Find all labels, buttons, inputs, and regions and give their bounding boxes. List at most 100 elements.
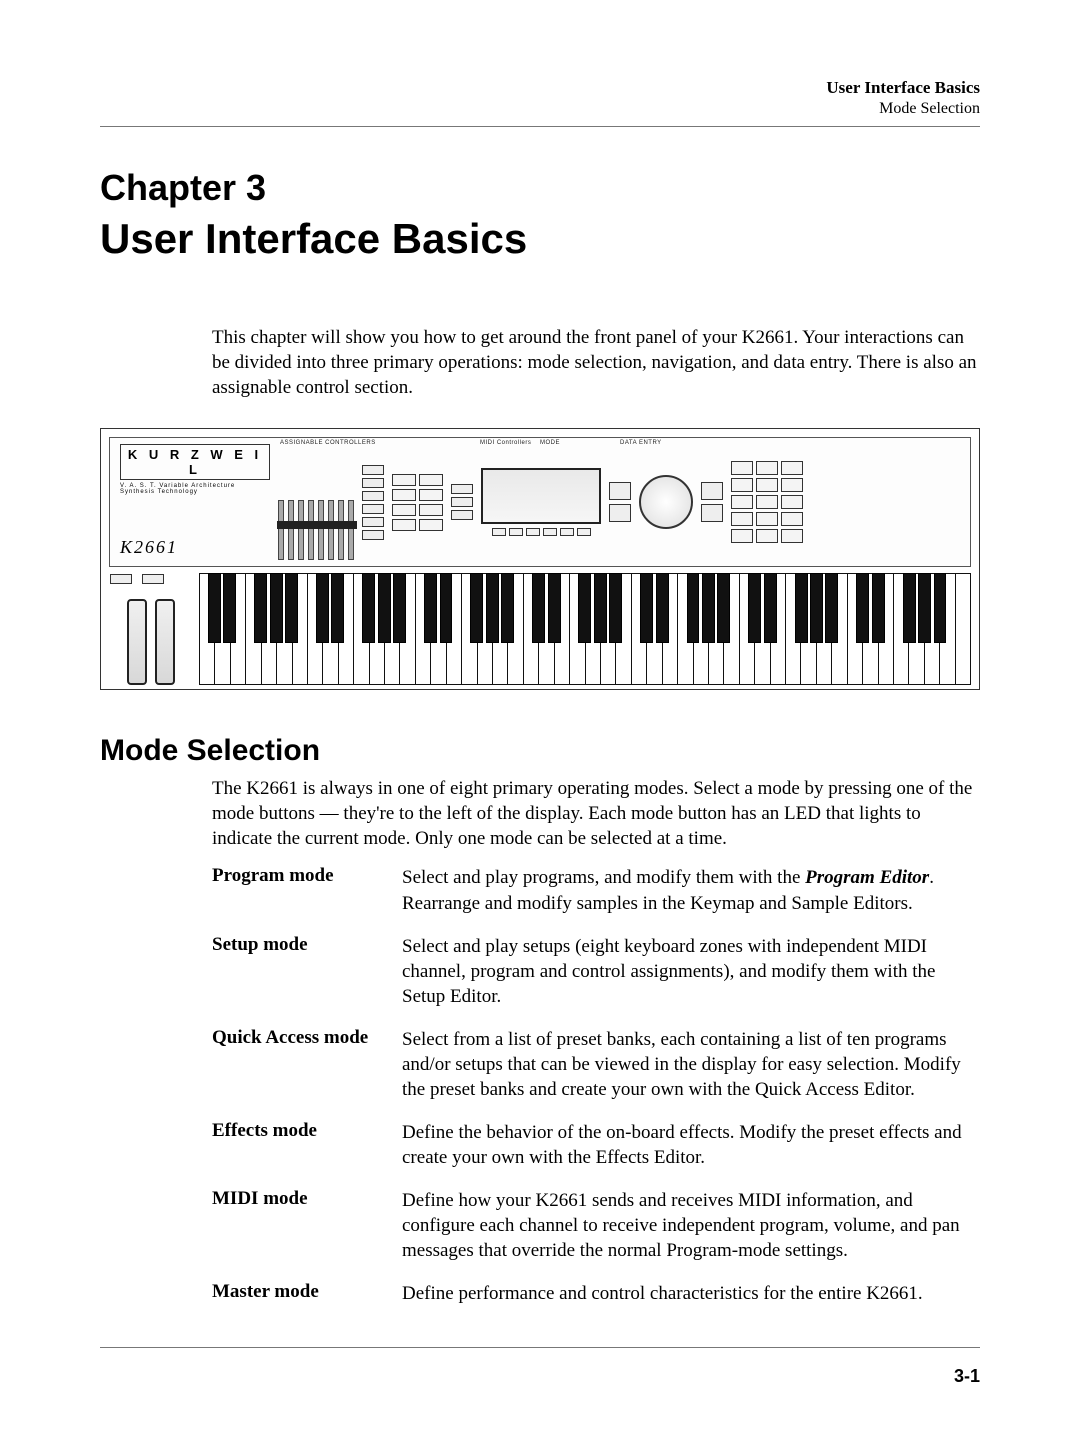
black-key-slot — [631, 573, 646, 642]
black-key-slot — [832, 573, 847, 642]
panel-button — [110, 574, 132, 584]
black-key-slot — [431, 573, 446, 642]
keypad-button — [756, 529, 778, 543]
chapter-heading-block: Chapter 3 User Interface Basics — [100, 167, 980, 263]
black-key-slot — [338, 573, 353, 642]
piano-keys — [199, 573, 971, 685]
mode-name: MIDI mode — [212, 1188, 402, 1263]
footer-rule — [100, 1347, 980, 1348]
soft-button — [560, 528, 574, 536]
numeric-keypad — [731, 444, 803, 560]
panel-label-midi: MIDI Controllers — [480, 440, 531, 446]
panel-button — [362, 465, 384, 475]
brand-logo-text: K U R Z W E I L — [120, 444, 270, 480]
black-key-slot — [446, 573, 461, 642]
panel-button — [362, 491, 384, 501]
black-key-slot — [693, 573, 708, 642]
black-key-slot — [570, 573, 585, 642]
soft-button — [577, 528, 591, 536]
black-key-slot — [492, 573, 507, 642]
slider — [298, 500, 304, 560]
mode-desc-pre: Select and play programs, and modify the… — [402, 867, 805, 888]
panel-button — [701, 482, 723, 500]
keypad-button — [756, 495, 778, 509]
black-key-slot — [678, 573, 693, 642]
black-key-slot — [523, 573, 538, 642]
keypad-button — [781, 529, 803, 543]
black-key-slot — [878, 573, 893, 642]
mode-description: Select and play programs, and modify the… — [402, 865, 980, 915]
black-key-slot — [245, 573, 260, 642]
mode-row: Setup modeSelect and play setups (eight … — [212, 934, 980, 1009]
keyboard-figure: ASSIGNABLE CONTROLLERS MIDI Controllers … — [100, 428, 980, 690]
panel-button — [419, 504, 443, 516]
model-name: K2661 — [120, 537, 270, 558]
panel-button — [451, 484, 473, 494]
keypad-button — [781, 461, 803, 475]
panel-button — [419, 489, 443, 501]
panel-button — [609, 482, 631, 500]
black-key-slot — [786, 573, 801, 642]
mode-row: Quick Access modeSelect from a list of p… — [212, 1027, 980, 1102]
pitch-mod-wheels — [109, 573, 199, 685]
slider — [318, 500, 324, 560]
black-key-slot — [755, 573, 770, 642]
button-column-b — [451, 444, 473, 560]
panel-label-controllers: ASSIGNABLE CONTROLLERS — [280, 440, 376, 446]
cursor-button-column — [609, 444, 631, 560]
brand-column: K U R Z W E I L V. A. S. T. Variable Arc… — [120, 444, 270, 560]
black-key-slot — [369, 573, 384, 642]
running-header-subtitle: Mode Selection — [100, 100, 980, 118]
mode-name: Master mode — [212, 1281, 402, 1306]
black-key-slot — [708, 573, 723, 642]
mode-description: Define performance and control character… — [402, 1281, 980, 1306]
mode-description: Define how your K2661 sends and receives… — [402, 1188, 980, 1263]
soft-button — [526, 528, 540, 536]
mode-row: Program modeSelect and play programs, an… — [212, 865, 980, 915]
panel-label-mode: MODE — [540, 440, 560, 446]
black-key-slot — [770, 573, 785, 642]
panel-button — [701, 504, 723, 522]
keypad-button — [731, 478, 753, 492]
mode-description: Define the behavior of the on-board effe… — [402, 1120, 980, 1170]
mode-row: Effects modeDefine the behavior of the o… — [212, 1120, 980, 1170]
pitch-wheel — [127, 599, 147, 685]
black-key-slot — [415, 573, 430, 642]
black-key-slot — [384, 573, 399, 642]
keypad-button — [756, 512, 778, 526]
black-key-slot — [724, 573, 739, 642]
mode-name: Quick Access mode — [212, 1027, 402, 1102]
mode-desc-em: Program Editor — [805, 867, 929, 888]
black-key-slot — [400, 573, 415, 642]
brand-subtext: V. A. S. T. Variable Architecture Synthe… — [120, 483, 270, 495]
black-key-slot — [461, 573, 476, 642]
chapter-label: Chapter 3 — [100, 167, 980, 209]
soft-button — [509, 528, 523, 536]
panel-button — [419, 519, 443, 531]
chapter-title: User Interface Basics — [100, 215, 980, 263]
black-key-slot — [276, 573, 291, 642]
black-key-slot — [817, 573, 832, 642]
keyboard-row — [109, 573, 971, 685]
mode-row: Master modeDefine performance and contro… — [212, 1281, 980, 1306]
running-header-title: User Interface Basics — [100, 78, 980, 98]
black-key-slot — [199, 573, 214, 642]
panel-button — [609, 504, 631, 522]
black-key-slot — [600, 573, 615, 642]
black-key-slot — [863, 573, 878, 642]
black-key-slot — [539, 573, 554, 642]
black-key-slot — [292, 573, 307, 642]
black-key-slot — [739, 573, 754, 642]
black-key-slot — [925, 573, 940, 642]
mode-row: MIDI modeDefine how your K2661 sends and… — [212, 1188, 980, 1263]
panel-label-data: DATA ENTRY — [620, 440, 662, 446]
panel-button — [419, 474, 443, 486]
panel-button — [392, 519, 416, 531]
black-key-slot — [353, 573, 368, 642]
mode-button-grid — [392, 444, 443, 560]
slider-bank — [278, 444, 354, 560]
black-key-slot — [214, 573, 229, 642]
keypad-button — [781, 512, 803, 526]
slider — [338, 500, 344, 560]
lcd-display — [481, 468, 601, 524]
